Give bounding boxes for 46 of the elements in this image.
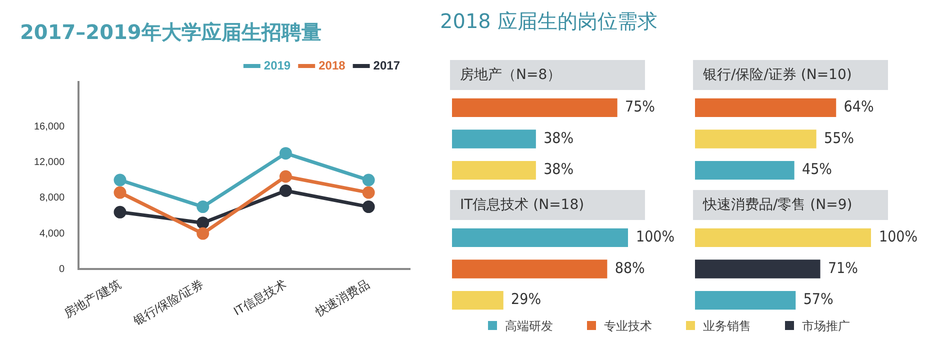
chart-title: 房地产（N=8）	[450, 60, 645, 90]
y-tick-label: 4,000	[40, 228, 66, 240]
point	[114, 186, 126, 199]
point	[279, 147, 292, 160]
legend-label: 2018	[318, 58, 346, 72]
point	[279, 170, 292, 183]
category-label: 专业技术	[603, 318, 652, 335]
point	[114, 206, 126, 218]
x-tick-label: 房地产/建筑	[61, 276, 124, 321]
data-label: 64%	[844, 98, 874, 116]
category-label: 市场推广	[801, 318, 850, 335]
chart-title: IT信息技术 (N=18)	[450, 190, 645, 220]
legend-label: 2017	[373, 58, 400, 72]
chart-title: 快速消费品/零售 (N=9)	[693, 190, 888, 220]
data-label: 57%	[803, 290, 834, 308]
category-label: 高端研发	[504, 318, 553, 335]
y-tick-label: 16,000	[34, 121, 66, 132]
point	[196, 227, 210, 240]
point	[114, 174, 126, 186]
point	[279, 184, 292, 197]
data-label: 100%	[879, 228, 918, 246]
y-tick-label: 0	[59, 264, 66, 275]
y-tick-label: 12,000	[34, 156, 66, 168]
data-label: 88%	[614, 258, 646, 277]
point	[196, 200, 210, 214]
data-label: 100%	[636, 228, 675, 246]
data-label: 38%	[544, 128, 574, 147]
point	[362, 186, 375, 199]
legend-label: 2019	[264, 58, 291, 72]
chart-title: 银行/保险/证券 (N=10)	[693, 60, 888, 90]
data-label: 55%	[824, 128, 854, 147]
data-label: 29%	[511, 290, 542, 308]
chart-title: 2017–2019年大学应届生招聘量	[20, 20, 322, 44]
x-tick-label: 快速消费品	[312, 276, 372, 320]
text: 2018 应届生的岗位需求	[440, 8, 658, 35]
data-label: 75%	[625, 98, 656, 116]
x-tick-label: IT信息技术	[231, 276, 289, 318]
point	[196, 216, 210, 230]
category-label: 业务销售	[702, 318, 751, 335]
data-label: 38%	[544, 160, 574, 178]
y-tick-label: 8,000	[40, 192, 66, 204]
point	[362, 174, 375, 186]
data-label: 45%	[802, 160, 832, 178]
data-label: 71%	[828, 258, 858, 277]
x-tick-label: 银行/保险/证券	[130, 276, 206, 329]
point	[362, 200, 375, 214]
